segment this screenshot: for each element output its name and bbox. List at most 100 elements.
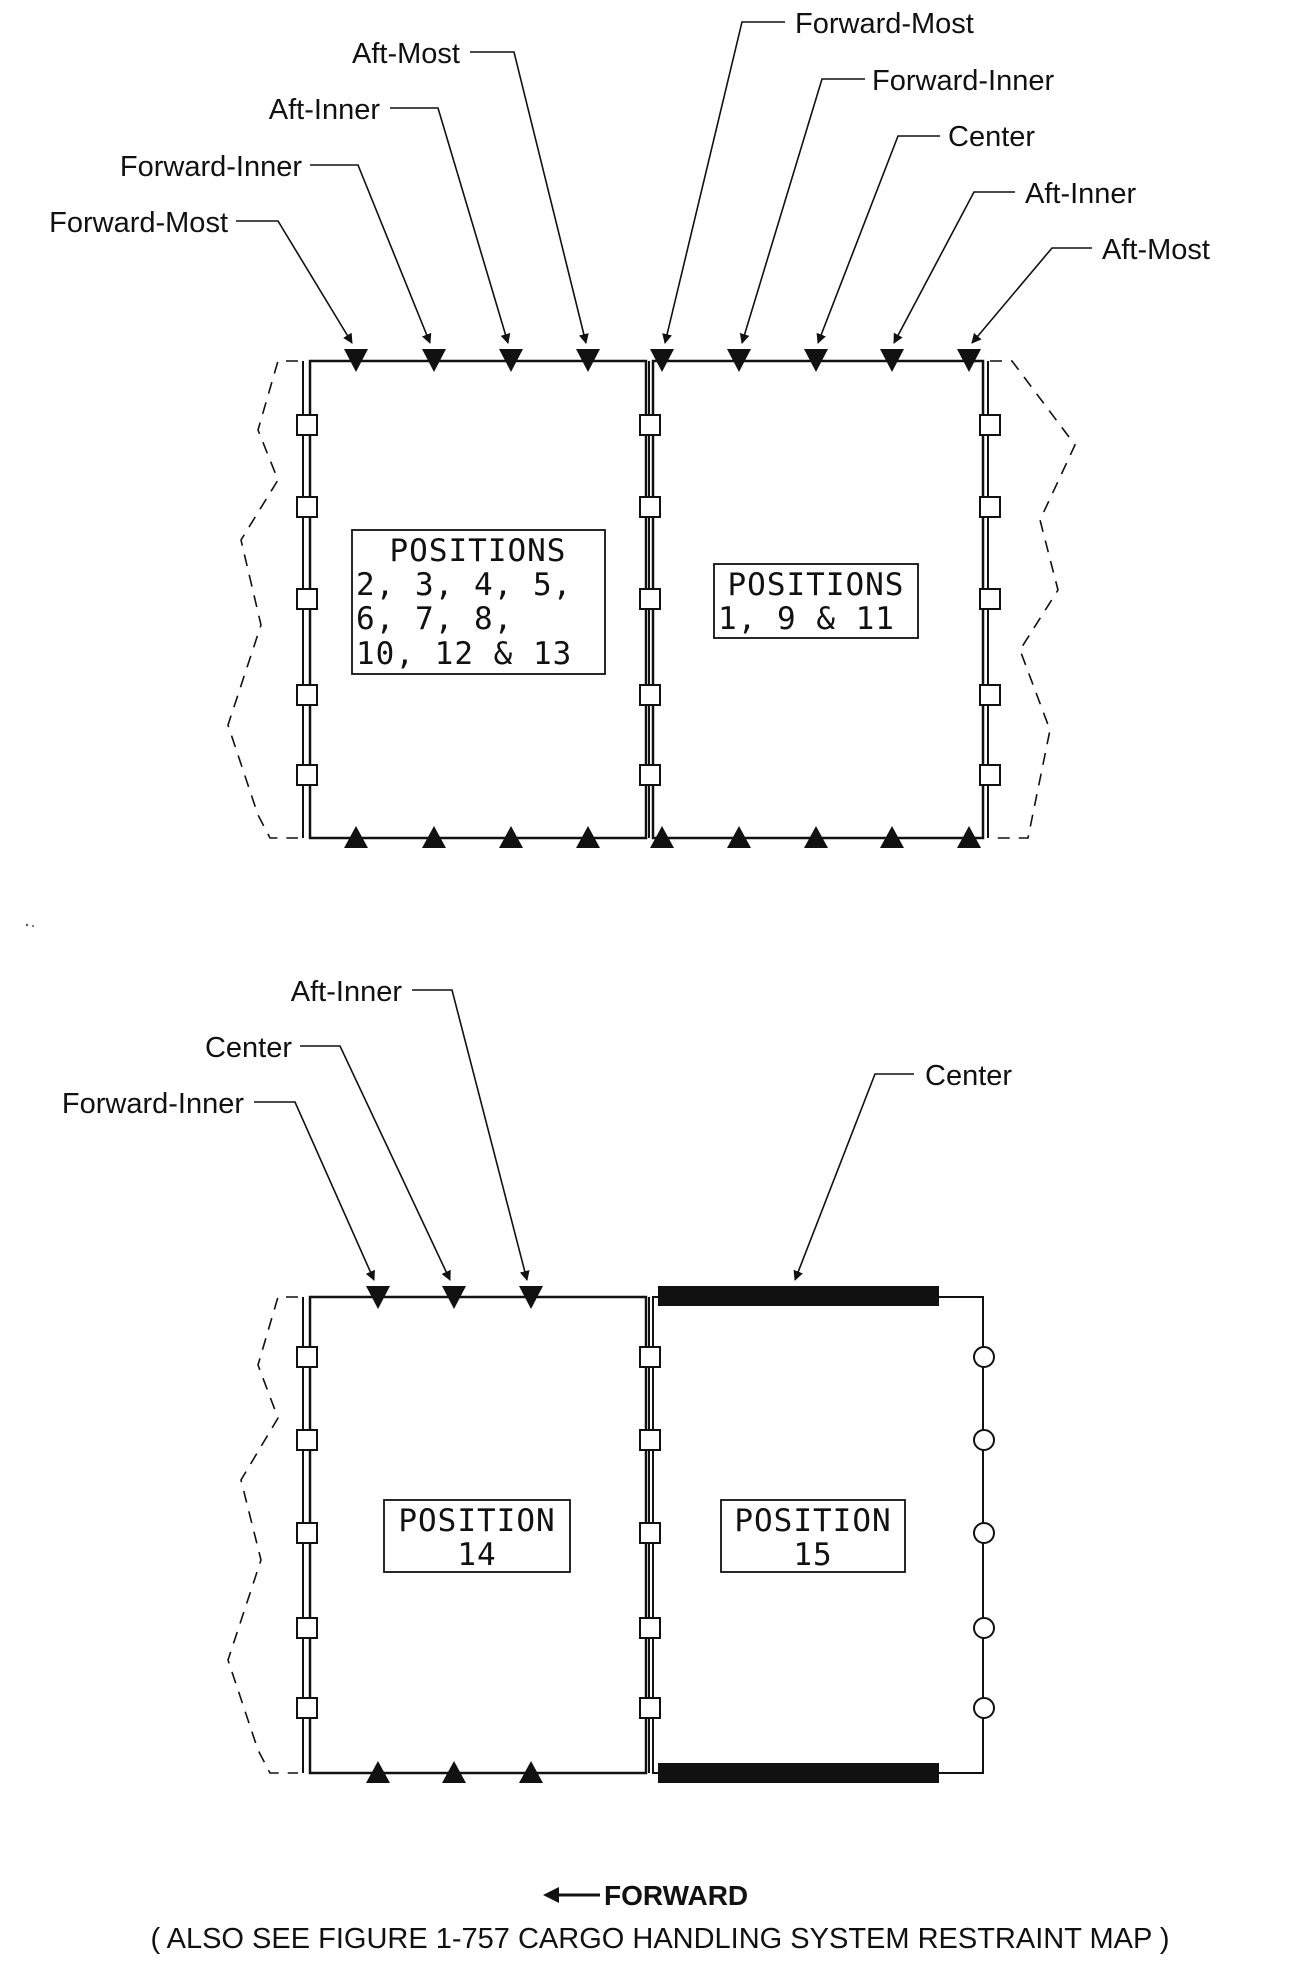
- restraint-marker: [499, 349, 523, 372]
- callout-center: Center: [948, 121, 1035, 153]
- callout-center: Center: [205, 1032, 292, 1064]
- restraint-marker: [366, 1761, 390, 1783]
- restraint-marker: [499, 826, 523, 848]
- guide-lock: [296, 1697, 318, 1719]
- callout-aft-most: Aft-Most: [1102, 234, 1210, 266]
- guide-lock: [639, 1697, 661, 1719]
- restraint-marker: [442, 1286, 466, 1309]
- callout-forward-inner: Forward-Inner: [872, 65, 1054, 97]
- guide-lock: [639, 1429, 661, 1451]
- restraint-marker: [804, 349, 828, 372]
- position-box-line: POSITION: [398, 1503, 555, 1539]
- figure-caption: ( ALSO SEE FIGURE 1-757 CARGO HANDLING S…: [151, 1923, 1170, 1955]
- restraint-marker: [576, 349, 600, 372]
- top-lower-restraints: [344, 826, 981, 848]
- callout-aft-inner: Aft-Inner: [269, 94, 381, 126]
- position-box-line: POSITION: [734, 1503, 891, 1539]
- restraint-marker: [442, 1761, 466, 1783]
- guide-lock: [296, 588, 318, 610]
- position-box-line: 10, 12 & 13: [356, 636, 572, 672]
- top-right-dashed-outline: [990, 360, 1076, 839]
- guide-lock: [639, 588, 661, 610]
- restraint-marker: [366, 1286, 390, 1309]
- restraint-marker: [727, 349, 751, 372]
- forward-indicator: FORWARD: [543, 1880, 748, 1911]
- guide-lock: [296, 1429, 318, 1451]
- top-right-position-box: [713, 563, 919, 639]
- restraint-marker: [576, 826, 600, 848]
- position-box-line: 14: [457, 1537, 496, 1573]
- round-lock: [973, 1429, 995, 1451]
- top-right-callout-leaders: [662, 21, 1092, 344]
- guide-lock: [296, 1346, 318, 1368]
- guide-lock: [979, 684, 1001, 706]
- restraint-marker: [344, 349, 368, 372]
- guide-lock: [979, 414, 1001, 436]
- guide-lock: [979, 764, 1001, 786]
- bottom-right-upper-bar: [658, 1286, 939, 1306]
- callout-forward-inner: Forward-Inner: [120, 151, 302, 183]
- round-lock: [973, 1617, 995, 1639]
- scan-speck: [32, 925, 34, 927]
- bottom-lower-restraints: [366, 1761, 543, 1783]
- guide-lock: [639, 414, 661, 436]
- round-lock: [973, 1522, 995, 1544]
- restraint-marker: [957, 349, 981, 372]
- round-lock: [973, 1346, 995, 1368]
- restraint-marker: [880, 826, 904, 848]
- top-guide-locks: [296, 414, 1001, 786]
- restraint-marker: [727, 826, 751, 848]
- top-left-dashed-outline: [227, 360, 298, 839]
- position-box-line: POSITIONS: [390, 533, 567, 569]
- restraint-marker: [344, 826, 368, 848]
- callout-aft-inner: Aft-Inner: [1025, 178, 1137, 210]
- guide-lock: [296, 414, 318, 436]
- bottom-round-locks: [973, 1346, 995, 1719]
- round-lock: [973, 1697, 995, 1719]
- position-box-line: 15: [793, 1537, 832, 1573]
- guide-lock: [639, 496, 661, 518]
- bottom-right-position-box: [720, 1499, 906, 1573]
- bottom-guide-locks: [296, 1346, 661, 1719]
- top-diagram: Forward-Most Forward-Inner Aft-Inner Aft…: [49, 8, 1210, 848]
- forward-label: FORWARD: [604, 1880, 748, 1911]
- position-box-line: 6, 7, 8,: [356, 601, 513, 637]
- restraint-marker: [519, 1761, 543, 1783]
- guide-lock: [639, 1346, 661, 1368]
- guide-lock: [639, 764, 661, 786]
- top-left-position-box: [351, 529, 606, 675]
- bottom-callout-leaders: [254, 989, 914, 1281]
- bottom-left-dashed-outline: [227, 1296, 298, 1774]
- bottom-right-lower-bar: [658, 1763, 939, 1783]
- guide-lock: [639, 684, 661, 706]
- restraint-marker: [957, 826, 981, 848]
- position-box-line: POSITIONS: [728, 567, 905, 603]
- callout-center: Center: [925, 1060, 1012, 1092]
- position-box-line: 2, 3, 4, 5,: [356, 567, 572, 603]
- restraint-marker: [422, 349, 446, 372]
- callout-forward-most: Forward-Most: [49, 207, 228, 239]
- restraint-marker: [880, 349, 904, 372]
- restraint-marker: [519, 1286, 543, 1309]
- restraint-marker: [804, 826, 828, 848]
- scan-speck: [25, 923, 29, 927]
- guide-lock: [639, 1522, 661, 1544]
- guide-lock: [296, 684, 318, 706]
- restraint-marker: [650, 826, 674, 848]
- guide-lock: [296, 1522, 318, 1544]
- restraint-marker: [650, 349, 674, 372]
- guide-lock: [979, 496, 1001, 518]
- bottom-left-position-box: [383, 1499, 571, 1573]
- restraint-marker: [422, 826, 446, 848]
- bottom-diagram: Forward-Inner Center Aft-Inner Center PO…: [62, 976, 1012, 1783]
- guide-lock: [296, 764, 318, 786]
- top-left-callout-leaders: [236, 51, 589, 344]
- position-box-line: 1, 9 & 11: [718, 601, 895, 637]
- guide-lock: [296, 1617, 318, 1639]
- top-upper-restraints: [344, 349, 981, 372]
- callout-forward-inner: Forward-Inner: [62, 1088, 244, 1120]
- guide-lock: [639, 1617, 661, 1639]
- guide-lock: [296, 496, 318, 518]
- left-arrow-icon: [543, 1887, 559, 1903]
